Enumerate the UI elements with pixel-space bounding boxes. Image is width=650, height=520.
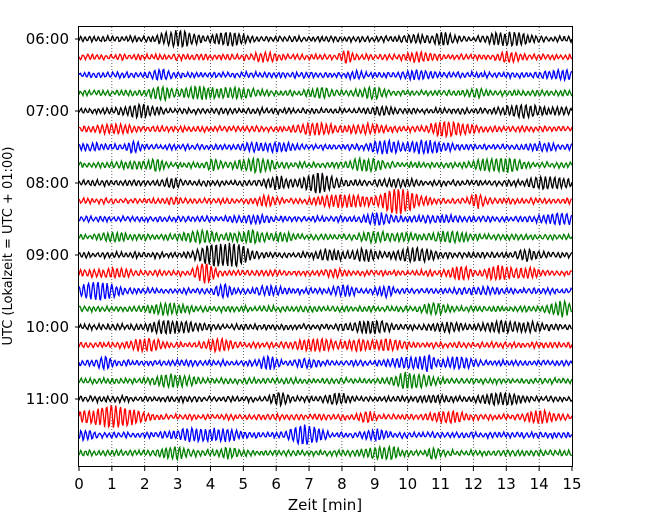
y-tick-label: 06:00	[26, 30, 69, 48]
x-tick-label: 14	[530, 475, 549, 493]
seismic-trace	[78, 189, 573, 215]
seismic-trace	[78, 336, 573, 354]
seismic-trace	[78, 49, 573, 65]
seismic-trace	[78, 371, 573, 390]
seismic-trace	[78, 227, 573, 246]
seismic-trace	[78, 444, 573, 462]
seismic-trace	[78, 211, 573, 227]
y-tick-label: 09:00	[26, 246, 69, 264]
x-tick-label: 15	[562, 475, 581, 493]
y-tick-label: 08:00	[26, 174, 69, 192]
seismic-trace	[78, 318, 573, 336]
x-tick-label: 12	[464, 475, 483, 493]
seismic-trace	[78, 263, 573, 284]
x-tick-label: 7	[304, 475, 314, 493]
y-axis-label: UTC (Lokalzeit = UTC + 01:00)	[1, 147, 16, 346]
seismic-trace	[78, 242, 573, 269]
seismic-trace	[78, 391, 573, 408]
x-axis-label: Zeit [min]	[288, 496, 362, 514]
seismic-trace	[78, 155, 573, 175]
x-tick-label: 0	[74, 475, 84, 493]
y-tick-label: 11:00	[26, 390, 69, 408]
seismic-trace	[78, 84, 573, 103]
x-tick-label: 6	[271, 475, 281, 493]
y-tick-label: 10:00	[26, 318, 69, 336]
x-tick-label: 11	[431, 475, 450, 493]
seismic-trace	[78, 102, 573, 120]
seismic-trace	[78, 281, 573, 301]
seismic-trace	[78, 67, 573, 83]
seismic-trace	[78, 298, 573, 318]
x-tick-label: 10	[398, 475, 417, 493]
x-tick-label: 2	[140, 475, 150, 493]
x-tick-label: 8	[337, 475, 347, 493]
seismic-trace	[78, 404, 573, 429]
seismic-trace	[78, 120, 573, 139]
seismic-traces	[78, 29, 573, 462]
seismic-trace	[78, 138, 573, 156]
seismic-trace	[78, 354, 573, 372]
gridlines	[111, 27, 540, 467]
y-axis: 06:00 07:00 08:00 09:00 10:00 11:00	[26, 30, 79, 408]
x-tick-label: 4	[206, 475, 216, 493]
x-tick-label: 3	[173, 475, 183, 493]
seismic-trace	[78, 29, 573, 49]
x-tick-label: 13	[497, 475, 516, 493]
x-tick-label: 5	[239, 475, 249, 493]
seismic-trace	[78, 424, 573, 446]
x-axis: 0 1 2 3 4 5 6 7 8 9 10 11 12 13 14 15	[74, 467, 582, 493]
y-tick-label: 07:00	[26, 102, 69, 120]
plot-frame	[78, 26, 573, 467]
seismic-trace	[78, 172, 573, 194]
x-tick-label: 1	[107, 475, 117, 493]
x-tick-label: 9	[370, 475, 380, 493]
